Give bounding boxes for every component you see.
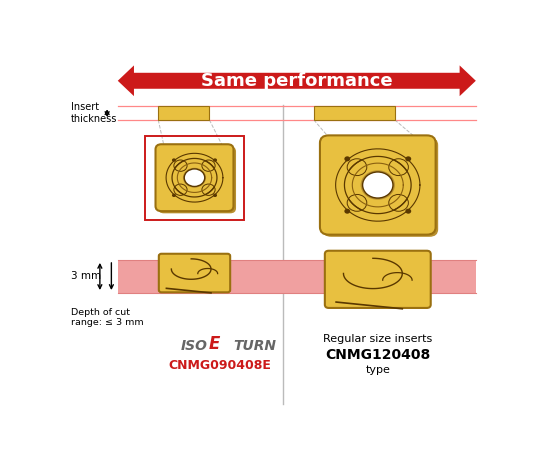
Text: 3 mm: 3 mm (71, 271, 101, 282)
Circle shape (389, 194, 409, 211)
Text: Insert
thickness: Insert thickness (71, 102, 117, 124)
Circle shape (347, 159, 367, 176)
Text: E: E (208, 335, 220, 353)
Circle shape (344, 209, 350, 214)
Text: Same performance: Same performance (201, 72, 393, 90)
Circle shape (389, 159, 409, 176)
Bar (158, 106, 210, 120)
Circle shape (184, 169, 205, 187)
Circle shape (202, 160, 215, 171)
Text: TURN: TURN (234, 339, 277, 353)
Text: ISO: ISO (180, 339, 207, 353)
Circle shape (174, 160, 187, 171)
FancyBboxPatch shape (325, 251, 431, 308)
FancyBboxPatch shape (156, 144, 233, 211)
Bar (314, 106, 395, 120)
Circle shape (362, 172, 393, 198)
FancyBboxPatch shape (159, 254, 230, 292)
Text: Depth of cut
range: ≤ 3 mm: Depth of cut range: ≤ 3 mm (71, 307, 144, 327)
Circle shape (213, 194, 217, 197)
Text: Regular size inserts: Regular size inserts (323, 333, 432, 343)
Circle shape (174, 184, 187, 195)
Polygon shape (118, 66, 476, 96)
Text: CNMG090408E: CNMG090408E (169, 359, 272, 372)
Circle shape (405, 209, 411, 214)
Circle shape (347, 194, 367, 211)
Circle shape (361, 171, 395, 200)
FancyBboxPatch shape (158, 146, 236, 213)
Bar (145, 136, 244, 220)
Circle shape (172, 194, 176, 197)
Circle shape (172, 158, 176, 162)
Text: type: type (365, 365, 390, 375)
Circle shape (183, 168, 206, 188)
FancyBboxPatch shape (320, 135, 436, 235)
Text: CNMG120408: CNMG120408 (325, 348, 431, 362)
Circle shape (344, 156, 350, 162)
Circle shape (202, 184, 215, 195)
FancyBboxPatch shape (322, 138, 438, 237)
Circle shape (405, 156, 411, 162)
Circle shape (213, 158, 217, 162)
Bar (118, 260, 476, 293)
